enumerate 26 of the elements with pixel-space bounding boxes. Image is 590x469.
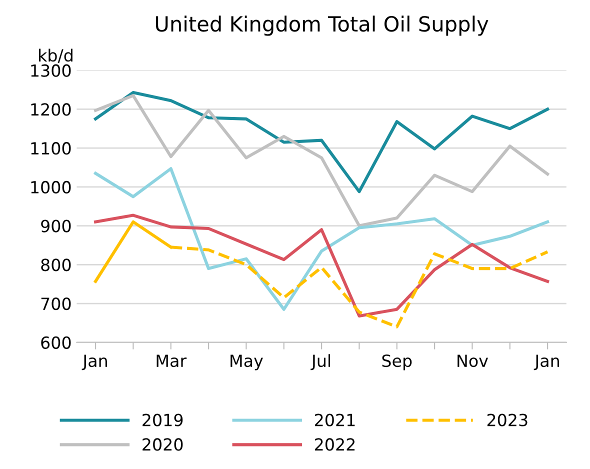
legend-label: 2019 xyxy=(142,414,183,426)
y-axis-title: kb/d xyxy=(39,48,72,63)
x-tick-label: Jan xyxy=(82,354,107,370)
legend-label: 2023 xyxy=(487,414,528,426)
y-tick-label: 700 xyxy=(41,297,71,310)
legend-label: 2020 xyxy=(142,438,183,451)
y-tick-label: 900 xyxy=(41,220,71,232)
x-tick-label: Jan xyxy=(534,354,559,370)
y-tick-label: 1200 xyxy=(31,103,71,116)
y-tick-label: 1100 xyxy=(31,142,71,155)
x-tick-label: Jul xyxy=(310,354,330,370)
y-tick-label: 800 xyxy=(41,258,71,272)
legend-label: 2021 xyxy=(315,414,355,426)
x-tick-label: May xyxy=(230,354,263,370)
y-tick-label: 1300 xyxy=(31,64,71,77)
x-tick-label: Nov xyxy=(458,354,488,368)
line-series xyxy=(94,214,550,318)
x-tick-label: Sep xyxy=(382,354,412,370)
x-tick-label: Mar xyxy=(156,354,187,368)
line-series xyxy=(94,167,550,311)
line-series xyxy=(94,90,550,194)
y-tick-label: 600 xyxy=(41,336,71,349)
y-tick-label: 1000 xyxy=(31,180,71,194)
line-series xyxy=(94,94,550,228)
chart-title: United Kingdom Total Oil Supply xyxy=(156,16,488,36)
legend-label: 2022 xyxy=(315,438,355,451)
